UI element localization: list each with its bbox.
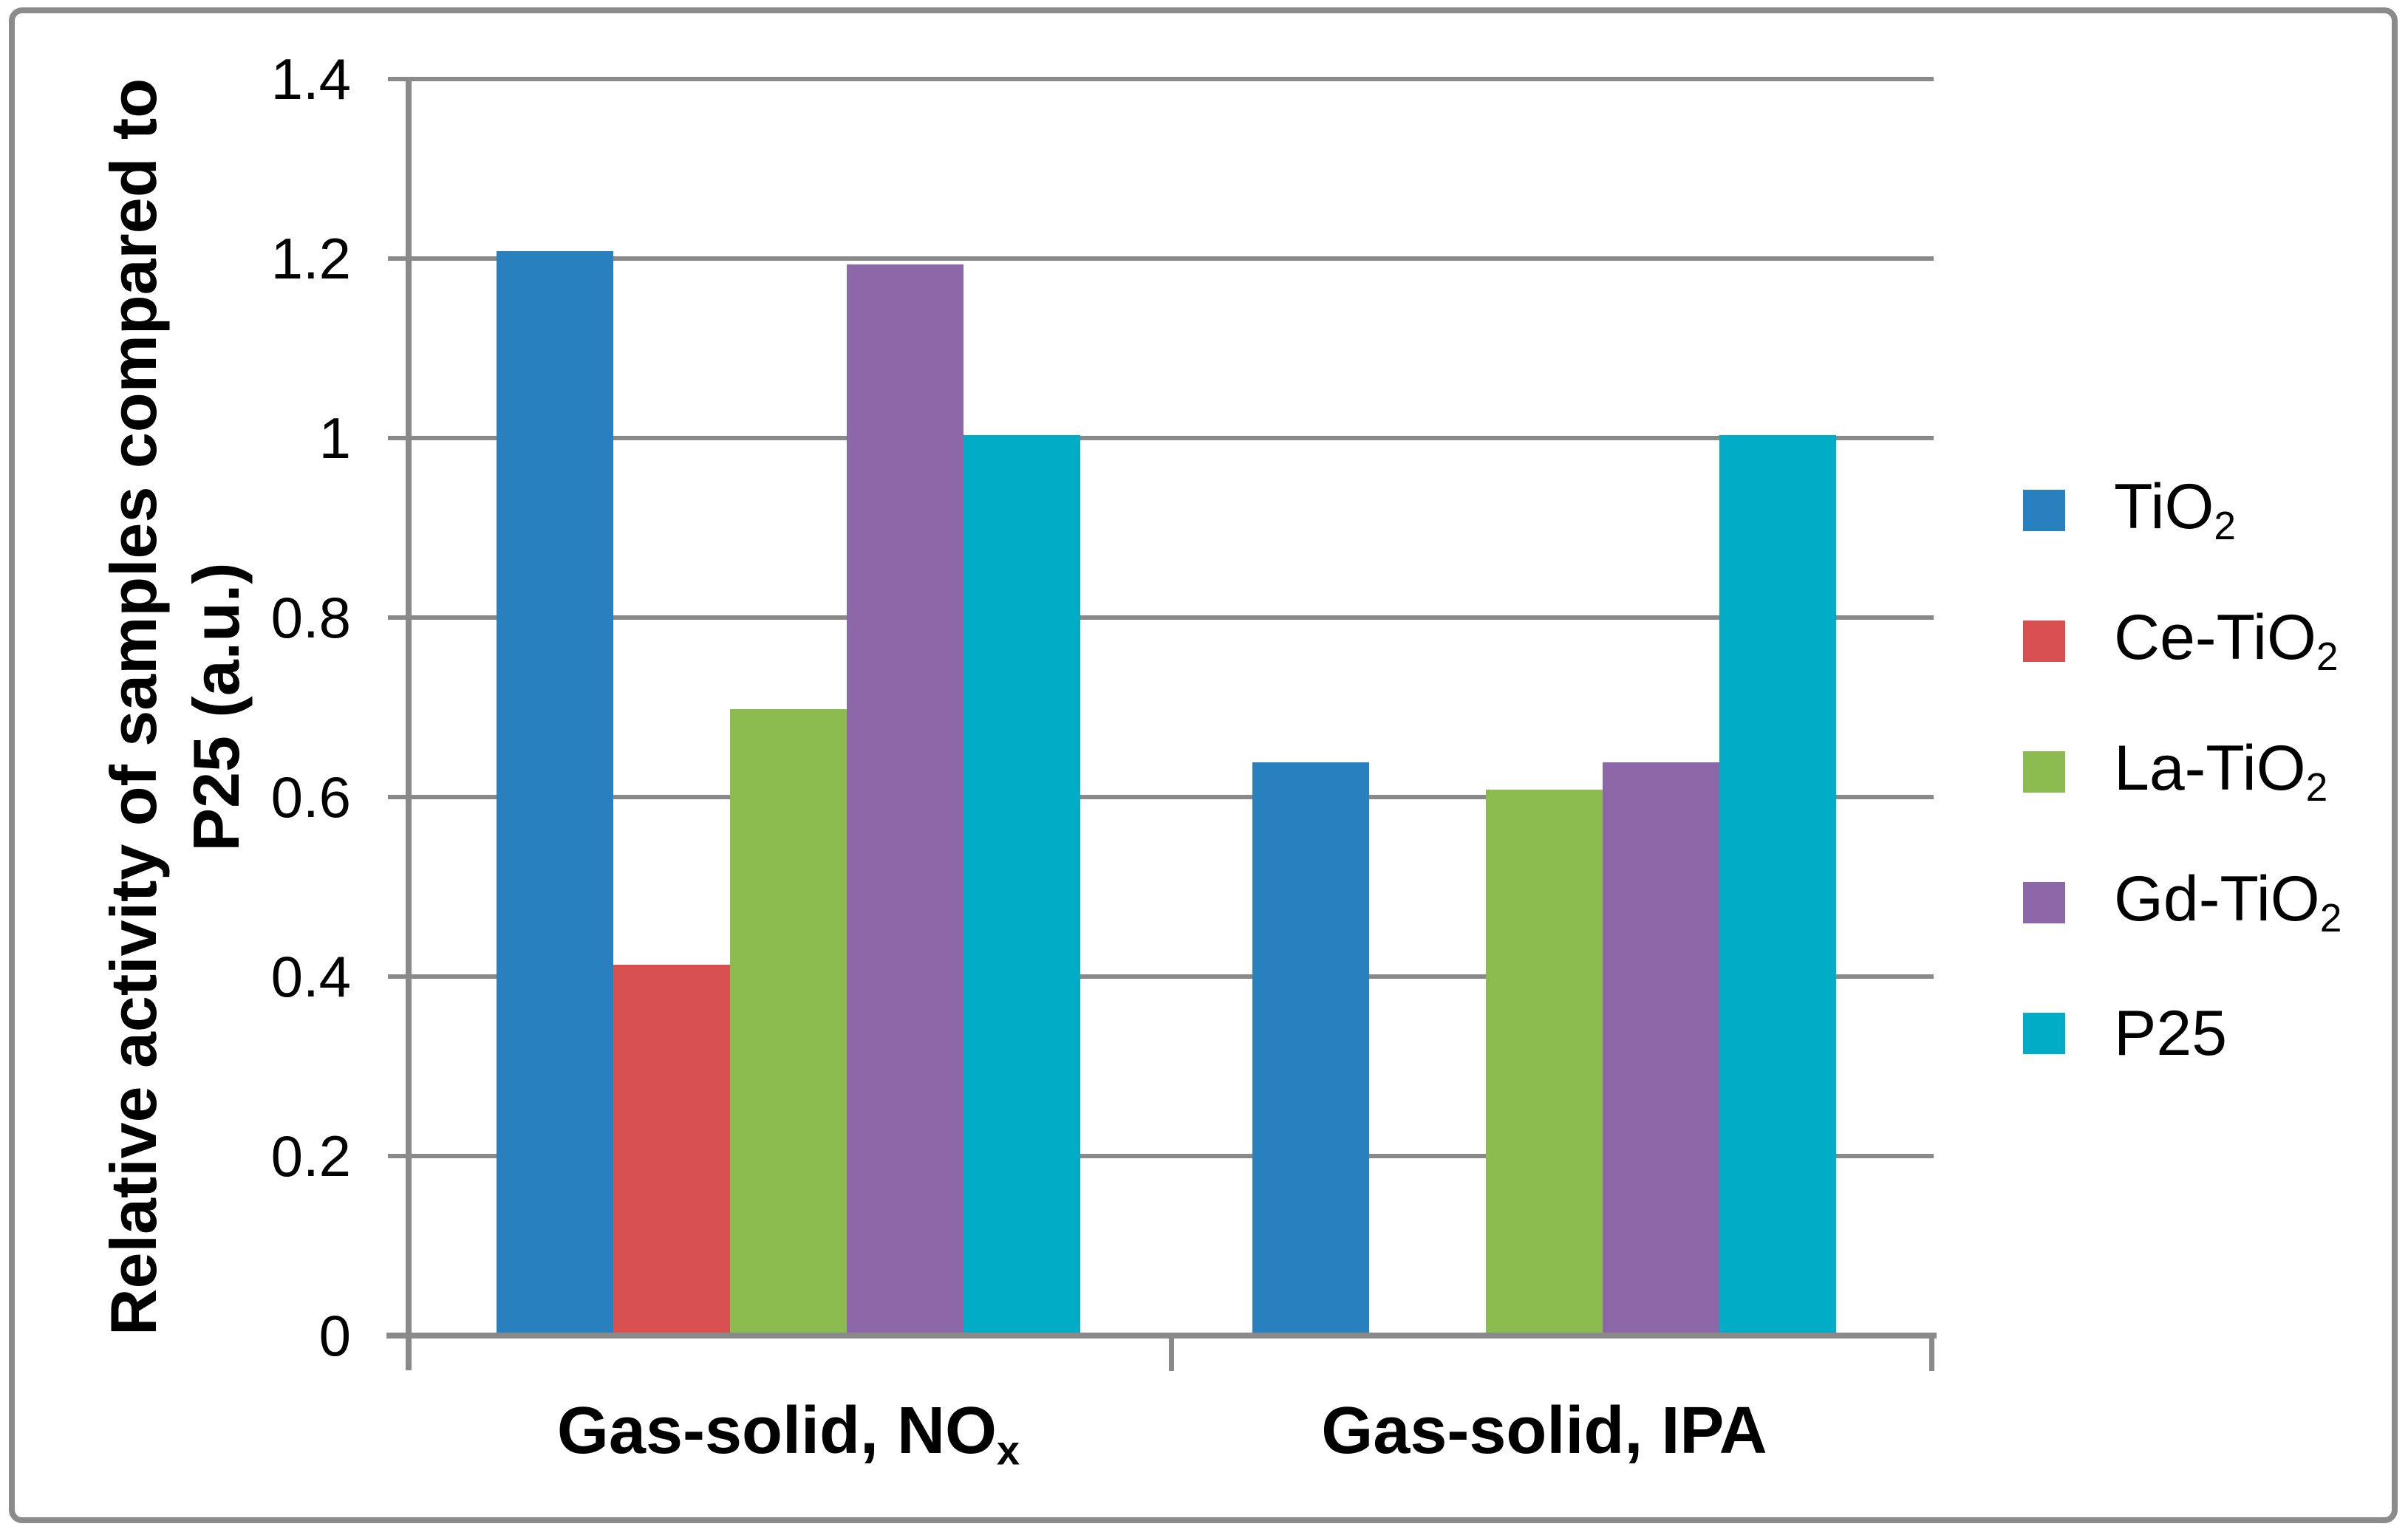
bar-Ce-TiO2-gas-solid-nox bbox=[613, 965, 730, 1333]
y-tick-label-1: 1 bbox=[318, 406, 351, 471]
bar-P25-gas-solid-ipa bbox=[1719, 435, 1836, 1333]
legend-swatch-Gd-TiO2 bbox=[2023, 882, 2065, 923]
gridline-0.6 bbox=[409, 795, 1934, 799]
bar-P25-gas-solid-nox bbox=[963, 435, 1080, 1333]
y-tick-label-1.2: 1.2 bbox=[270, 226, 351, 291]
legend-item-Ce-TiO2: Ce-TiO2 bbox=[2023, 600, 2339, 683]
bar-TiO2-gas-solid-nox bbox=[497, 251, 613, 1333]
legend-label-text: TiO bbox=[2114, 471, 2214, 542]
legend-item-Gd-TiO2: Gd-TiO2 bbox=[2023, 861, 2342, 944]
legend-label-Gd-TiO2: Gd-TiO2 bbox=[2114, 867, 2342, 938]
gridline-1 bbox=[409, 436, 1934, 440]
legend-label-text: Gd-TiO bbox=[2114, 863, 2320, 934]
x-axis-boundary-tick-1 bbox=[1169, 1339, 1174, 1371]
category-label-gas-solid-ipa: Gas-solid, IPA bbox=[1064, 1398, 2025, 1464]
y-tick-0.8 bbox=[388, 615, 409, 620]
y-tick-1.4 bbox=[388, 77, 409, 81]
y-tick-label-0.6: 0.6 bbox=[270, 765, 351, 830]
y-tick-label-0: 0 bbox=[318, 1303, 351, 1368]
figure-border bbox=[9, 7, 2398, 1523]
x-axis-line bbox=[386, 1333, 1937, 1339]
legend-label-TiO2: TiO2 bbox=[2114, 475, 2236, 546]
gridline-0.4 bbox=[409, 974, 1934, 979]
gridline-0.8 bbox=[409, 615, 1934, 620]
legend-item-P25: P25 bbox=[2023, 992, 2227, 1075]
category-label-subscript: x bbox=[997, 1426, 1020, 1474]
legend-swatch-La-TiO2 bbox=[2023, 751, 2065, 793]
y-axis-title: Relative activity of samples compared to… bbox=[92, 5, 262, 1409]
y-tick-0.6 bbox=[388, 795, 409, 799]
gridline-0.2 bbox=[409, 1154, 1934, 1158]
legend-label-subscript: 2 bbox=[2305, 765, 2328, 810]
x-axis-boundary-tick-2 bbox=[1929, 1339, 1934, 1371]
legend-swatch-P25 bbox=[2023, 1013, 2065, 1054]
bar-TiO2-gas-solid-ipa bbox=[1252, 762, 1369, 1333]
y-tick-0.2 bbox=[388, 1154, 409, 1158]
category-label-text: Gas-solid, NO bbox=[556, 1394, 997, 1468]
y-tick-label-0.4: 0.4 bbox=[270, 944, 351, 1009]
y-tick-0.4 bbox=[388, 974, 409, 979]
legend-label-subscript: 2 bbox=[2319, 896, 2342, 940]
bar-Gd-TiO2-gas-solid-ipa bbox=[1603, 762, 1719, 1333]
legend-label-text: La-TiO bbox=[2114, 732, 2306, 804]
y-axis-title-line1: Relative activity of samples compared to bbox=[97, 78, 170, 1336]
bar-Gd-TiO2-gas-solid-nox bbox=[847, 264, 963, 1333]
category-label-gas-solid-nox: Gas-solid, NOx bbox=[308, 1398, 1269, 1471]
legend-swatch-Ce-TiO2 bbox=[2023, 621, 2065, 662]
y-tick-1.2 bbox=[388, 256, 409, 261]
category-label-text: Gas-solid, IPA bbox=[1321, 1394, 1767, 1468]
legend-label-text: Ce-TiO bbox=[2114, 601, 2316, 673]
y-axis-title-line2: P25 (a.u.) bbox=[180, 562, 253, 852]
y-tick-label-0.2: 0.2 bbox=[270, 1124, 351, 1189]
legend-item-La-TiO2: La-TiO2 bbox=[2023, 731, 2327, 813]
y-tick-label-0.8: 0.8 bbox=[270, 585, 351, 650]
legend-label-Ce-TiO2: Ce-TiO2 bbox=[2114, 606, 2339, 677]
legend-item-TiO2: TiO2 bbox=[2023, 469, 2236, 552]
legend-label-La-TiO2: La-TiO2 bbox=[2114, 736, 2327, 807]
bar-La-TiO2-gas-solid-ipa bbox=[1486, 790, 1603, 1333]
gridline-1.2 bbox=[409, 256, 1934, 261]
bar-La-TiO2-gas-solid-nox bbox=[730, 709, 847, 1333]
legend-label-subscript: 2 bbox=[2316, 635, 2339, 679]
legend-label-P25: P25 bbox=[2114, 1002, 2227, 1065]
legend-label-text: P25 bbox=[2114, 998, 2228, 1069]
y-tick-1 bbox=[388, 436, 409, 440]
legend-label-subscript: 2 bbox=[2214, 504, 2236, 548]
gridline-1.4 bbox=[409, 77, 1934, 81]
y-axis-line bbox=[406, 77, 412, 1370]
legend-swatch-TiO2 bbox=[2023, 490, 2065, 531]
y-tick-label-1.4: 1.4 bbox=[270, 47, 351, 112]
